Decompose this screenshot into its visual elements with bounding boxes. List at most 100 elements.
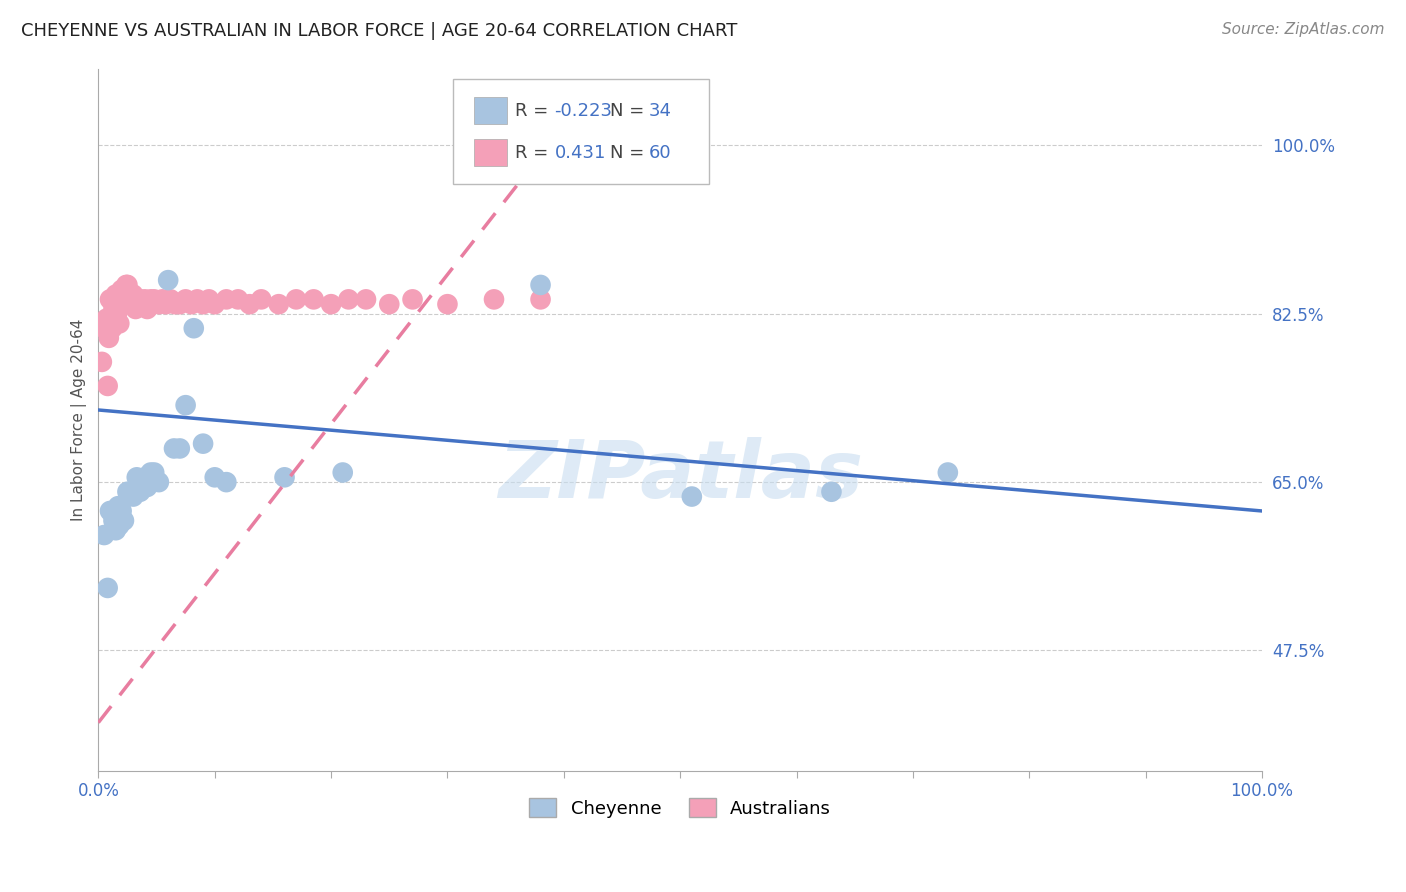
Point xyxy=(332,466,354,480)
Point xyxy=(148,475,170,490)
Point xyxy=(134,293,156,307)
FancyBboxPatch shape xyxy=(453,79,709,185)
Point xyxy=(100,311,122,326)
Point xyxy=(285,293,308,307)
Point xyxy=(127,293,149,307)
Point xyxy=(110,293,132,307)
Point xyxy=(180,297,202,311)
Point xyxy=(97,379,120,393)
Point xyxy=(108,518,131,533)
Point xyxy=(169,442,191,456)
Point xyxy=(104,523,127,537)
Point xyxy=(98,293,121,307)
Point xyxy=(111,283,134,297)
Point xyxy=(165,297,187,311)
Point xyxy=(267,297,290,311)
Point xyxy=(378,297,401,311)
Point xyxy=(139,466,162,480)
Point xyxy=(131,297,153,311)
Point xyxy=(204,297,226,311)
Point xyxy=(93,321,115,335)
Point xyxy=(105,307,128,321)
Point xyxy=(117,277,139,292)
Point xyxy=(191,297,214,311)
Point xyxy=(107,499,129,513)
Point xyxy=(114,283,136,297)
Point xyxy=(139,293,162,307)
Text: 34: 34 xyxy=(648,102,672,120)
Point xyxy=(169,297,191,311)
Point xyxy=(111,297,134,311)
Point xyxy=(354,293,377,307)
Point xyxy=(107,297,129,311)
Point xyxy=(112,287,135,301)
Point xyxy=(239,297,262,311)
Point xyxy=(183,321,205,335)
Point xyxy=(118,293,141,307)
Point xyxy=(117,484,139,499)
Point xyxy=(820,484,842,499)
Point xyxy=(150,293,173,307)
Y-axis label: In Labor Force | Age 20-64: In Labor Force | Age 20-64 xyxy=(72,318,87,521)
Point xyxy=(98,504,121,518)
Legend: Cheyenne, Australians: Cheyenne, Australians xyxy=(522,791,838,825)
Point xyxy=(117,287,139,301)
Point xyxy=(936,466,959,480)
Point xyxy=(163,442,186,456)
Point xyxy=(96,311,118,326)
Text: Source: ZipAtlas.com: Source: ZipAtlas.com xyxy=(1222,22,1385,37)
Point xyxy=(157,273,180,287)
Point xyxy=(103,514,125,528)
Point xyxy=(186,293,208,307)
Point xyxy=(120,484,142,499)
FancyBboxPatch shape xyxy=(474,139,506,166)
Text: 0.431: 0.431 xyxy=(554,144,606,161)
Point xyxy=(143,466,166,480)
Point xyxy=(436,297,458,311)
Point xyxy=(129,484,152,499)
Point xyxy=(302,293,325,307)
Point xyxy=(174,293,197,307)
Point xyxy=(155,297,177,311)
Text: ZIPatlas: ZIPatlas xyxy=(498,437,863,515)
Point xyxy=(401,293,423,307)
Point xyxy=(97,331,120,345)
Point xyxy=(529,293,551,307)
Point xyxy=(273,470,295,484)
Text: CHEYENNE VS AUSTRALIAN IN LABOR FORCE | AGE 20-64 CORRELATION CHART: CHEYENNE VS AUSTRALIAN IN LABOR FORCE | … xyxy=(21,22,738,40)
Point xyxy=(93,528,115,542)
Point xyxy=(250,293,273,307)
Point xyxy=(198,293,221,307)
Point xyxy=(131,475,153,490)
Point xyxy=(143,293,166,307)
Point xyxy=(122,287,145,301)
Point xyxy=(482,293,505,307)
Point xyxy=(136,480,159,494)
Point xyxy=(122,490,145,504)
Point xyxy=(319,297,342,311)
Text: R =: R = xyxy=(515,144,554,161)
Point xyxy=(90,355,112,369)
Text: N =: N = xyxy=(610,102,651,120)
Point xyxy=(226,293,249,307)
Point xyxy=(681,490,703,504)
Point xyxy=(111,504,134,518)
Point xyxy=(104,287,127,301)
Point xyxy=(215,293,238,307)
Point xyxy=(129,293,152,307)
Point xyxy=(112,514,135,528)
Point xyxy=(120,293,142,307)
Point xyxy=(124,301,146,316)
Point xyxy=(191,436,214,450)
Point xyxy=(97,581,120,595)
Point xyxy=(125,470,148,484)
Point xyxy=(134,470,156,484)
Point xyxy=(174,398,197,412)
Text: N =: N = xyxy=(610,144,651,161)
Text: 60: 60 xyxy=(648,144,672,161)
Text: -0.223: -0.223 xyxy=(554,102,613,120)
Text: R =: R = xyxy=(515,102,554,120)
Point xyxy=(337,293,360,307)
Point xyxy=(101,321,124,335)
Point xyxy=(115,277,138,292)
